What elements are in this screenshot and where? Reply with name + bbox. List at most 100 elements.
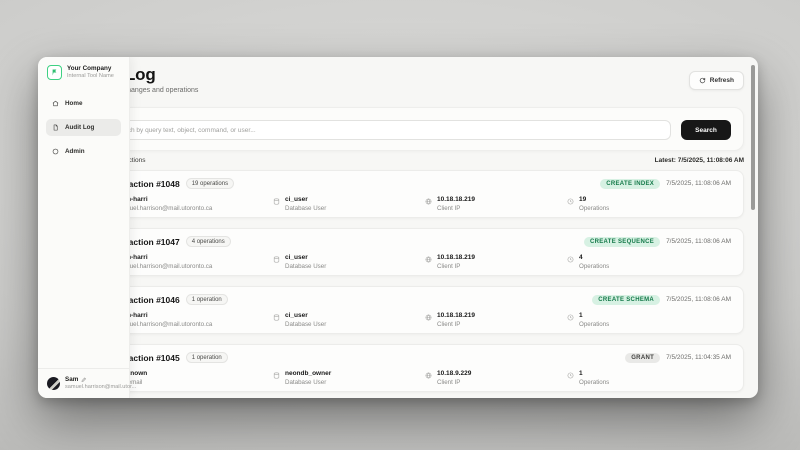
- globe-icon: [425, 314, 432, 321]
- operations-value: 1: [579, 370, 583, 377]
- user-email-label: samuel.harrison@mail.utoronto.ca: [118, 262, 213, 270]
- company-logo-icon: [47, 65, 62, 81]
- action-badge: CREATE SCHEMA: [592, 294, 661, 305]
- home-icon: [52, 100, 59, 107]
- client-ip-column: 10.18.18.219 Client IP: [425, 254, 475, 271]
- client-ip-label: Client IP: [437, 320, 461, 328]
- transaction-title: Transaction #1047: [106, 236, 180, 247]
- operations-value: 4: [579, 254, 583, 261]
- transaction-title: Transaction #1045: [106, 352, 180, 363]
- file-icon: [53, 124, 58, 131]
- client-ip-label: Client IP: [437, 378, 461, 386]
- db-user-column: ci_user Database User: [273, 254, 326, 271]
- sidebar-item-audit-log[interactable]: Audit Log: [46, 119, 121, 136]
- db-user-label: Database User: [285, 204, 327, 212]
- operations-column: 1 Operations: [567, 370, 609, 387]
- db-user-label: Database User: [285, 262, 327, 270]
- timestamp: 7/5/2025, 11:08:06 AM: [666, 238, 731, 245]
- globe-icon: [425, 372, 432, 379]
- user-email-label: samuel.harrison@mail.utoronto.ca: [118, 320, 213, 328]
- globe-icon: [425, 256, 432, 263]
- db-user-column: ci_user Database User: [273, 196, 326, 213]
- avatar: [47, 377, 60, 390]
- db-user-label: Database User: [285, 320, 327, 328]
- user-name-value: sam-harri: [118, 196, 148, 203]
- transaction-card[interactable]: Transaction #1046 1 operation CREATE SCH…: [93, 286, 744, 334]
- clock-icon: [567, 198, 574, 205]
- globe-icon: [425, 198, 432, 205]
- transaction-title: Transaction #1048: [106, 178, 180, 189]
- client-ip-column: 10.18.9.229 Client IP: [425, 370, 471, 387]
- transaction-card[interactable]: Transaction #1047 4 operations CREATE SE…: [93, 228, 744, 276]
- db-user-value: ci_user: [285, 254, 308, 261]
- refresh-icon: [699, 77, 705, 84]
- sidebar: Your Company Internal Tool Name Home Aud…: [38, 57, 136, 398]
- search-panel: Search: [93, 107, 744, 151]
- operations-value: 1: [579, 312, 583, 319]
- operations-label: Operations: [579, 378, 610, 386]
- operations-column: 19 Operations: [567, 196, 609, 213]
- user-name-value: Unknown: [118, 370, 148, 377]
- action-badge: CREATE SEQUENCE: [583, 236, 661, 247]
- operations-count-badge: 4 operations: [185, 236, 231, 247]
- clock-icon: [567, 314, 574, 321]
- company-subtitle: Internal Tool Name: [67, 73, 114, 80]
- client-ip-value: 10.18.18.219: [437, 312, 475, 319]
- edit-icon[interactable]: [81, 377, 87, 383]
- action-badge: CREATE INDEX: [600, 178, 661, 189]
- client-ip-value: 10.18.18.219: [437, 196, 475, 203]
- sidebar-item-label: Audit Log: [65, 124, 95, 131]
- operations-value: 19: [579, 196, 587, 203]
- transaction-card[interactable]: Transaction #1045 1 operation GRANT 7/5/…: [93, 344, 744, 392]
- vertical-scrollbar-thumb[interactable]: [751, 65, 755, 210]
- company-name: Your Company: [67, 65, 112, 72]
- operations-column: 1 Operations: [567, 312, 609, 329]
- sidebar-item-admin[interactable]: Admin: [46, 143, 121, 160]
- db-user-value: neondb_owner: [285, 370, 332, 377]
- search-button[interactable]: Search: [681, 120, 731, 140]
- operations-label: Operations: [579, 204, 610, 212]
- operations-count-badge: 1 operation: [185, 352, 228, 363]
- database-icon: [273, 314, 280, 321]
- user-profile[interactable]: Sam samuel.harrison@mail.utor...: [38, 368, 136, 398]
- database-icon: [273, 372, 280, 379]
- db-user-column: neondb_owner Database User: [273, 370, 331, 387]
- action-badge: GRANT: [625, 352, 661, 363]
- db-user-value: ci_user: [285, 312, 308, 319]
- clock-icon: [567, 372, 574, 379]
- timestamp: 7/5/2025, 11:08:06 AM: [666, 296, 731, 303]
- database-icon: [273, 256, 280, 263]
- operations-count-badge: 1 operation: [185, 294, 228, 305]
- client-ip-value: 10.18.9.229: [437, 370, 472, 377]
- timestamp: 7/5/2025, 11:04:35 AM: [666, 354, 731, 361]
- sidebar-item-label: Admin: [65, 148, 85, 155]
- sidebar-item-label: Home: [65, 100, 83, 107]
- transaction-title: Transaction #1046: [106, 294, 180, 305]
- user-email-label: No email: [118, 378, 143, 386]
- database-icon: [273, 198, 280, 205]
- operations-count-badge: 19 operations: [185, 178, 235, 189]
- transaction-list: Transaction #1048 19 operations CREATE I…: [93, 170, 744, 392]
- db-user-column: ci_user Database User: [273, 312, 326, 329]
- transaction-card[interactable]: Transaction #1048 19 operations CREATE I…: [93, 170, 744, 218]
- client-ip-label: Client IP: [437, 204, 461, 212]
- operations-column: 4 Operations: [567, 254, 609, 271]
- app-window: Audit Log Track schema changes and opera…: [38, 57, 758, 398]
- company-header: Your Company Internal Tool Name: [47, 65, 114, 81]
- client-ip-value: 10.18.18.219: [437, 254, 475, 261]
- page-subtitle: Track schema changes and operations: [78, 87, 199, 94]
- client-ip-label: Client IP: [437, 262, 461, 270]
- clock-icon: [567, 256, 574, 263]
- shield-circle-icon: [52, 148, 59, 155]
- main-content: Audit Log Track schema changes and opera…: [38, 57, 758, 398]
- user-name: Sam: [65, 375, 79, 383]
- latest-timestamp: Latest: 7/5/2025, 11:08:06 AM: [654, 157, 744, 164]
- sidebar-nav: Home Audit Log Admin: [46, 95, 121, 160]
- search-input[interactable]: [106, 120, 671, 140]
- client-ip-column: 10.18.18.219 Client IP: [425, 312, 475, 329]
- refresh-button[interactable]: Refresh: [688, 71, 744, 90]
- sidebar-item-home[interactable]: Home: [46, 95, 121, 112]
- db-user-label: Database User: [285, 378, 327, 386]
- user-email-label: samuel.harrison@mail.utoronto.ca: [118, 204, 213, 212]
